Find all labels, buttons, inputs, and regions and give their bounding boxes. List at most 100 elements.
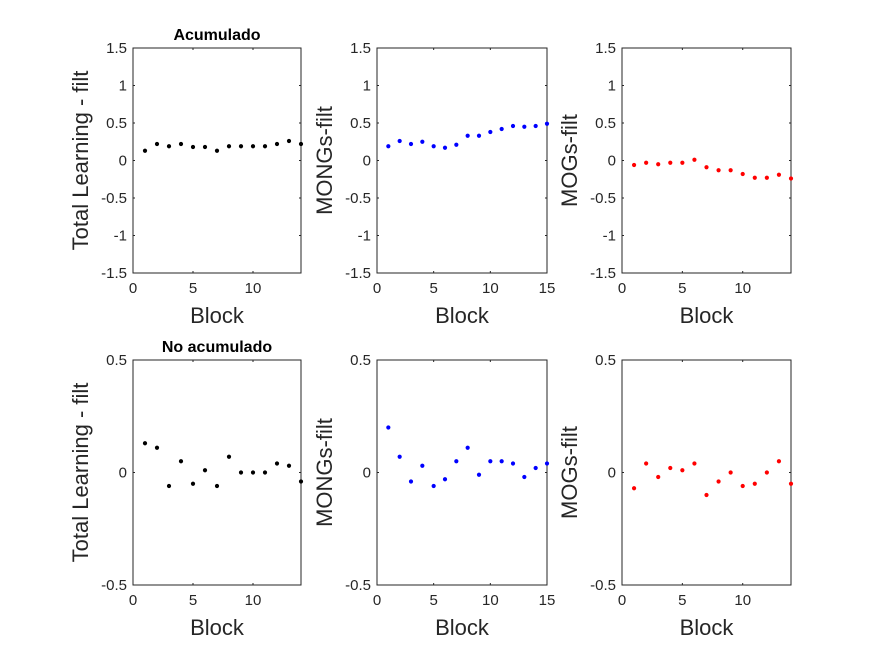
y-tick-label: 0.5 xyxy=(350,352,371,369)
data-point xyxy=(250,470,256,475)
y-tick-label: 0 xyxy=(119,153,127,170)
data-point xyxy=(704,492,709,498)
data-point xyxy=(202,144,208,150)
y-tick-label: 1.5 xyxy=(350,40,371,57)
data-point xyxy=(788,176,794,181)
y-axis-label: MONGs-filt xyxy=(312,418,337,527)
y-tick-label: 0 xyxy=(363,153,371,170)
x-tick-label: 5 xyxy=(678,592,686,609)
data-point xyxy=(644,461,649,466)
data-point xyxy=(454,142,459,147)
y-tick-label: -0.5 xyxy=(345,577,371,594)
data-point xyxy=(788,481,794,486)
data-point xyxy=(226,454,232,459)
x-tick-label: 5 xyxy=(678,280,686,297)
y-axis-label: Total Learning - filt xyxy=(68,383,93,563)
data-point xyxy=(250,144,256,149)
y-tick-label: 0 xyxy=(363,465,371,482)
data-point xyxy=(488,459,493,464)
data-point xyxy=(522,474,527,480)
x-tick-label: 10 xyxy=(482,592,499,609)
x-tick-label: 10 xyxy=(245,280,262,297)
data-point xyxy=(442,145,448,150)
y-axis-label: MOGs-filt xyxy=(557,426,582,519)
data-point xyxy=(476,472,482,477)
data-point xyxy=(397,454,402,459)
y-tick-label: 0.5 xyxy=(595,352,616,369)
y-tick-label: 0.5 xyxy=(106,115,127,132)
data-point xyxy=(704,165,709,170)
data-point xyxy=(286,138,292,144)
y-tick-label: 0 xyxy=(608,465,616,482)
data-point xyxy=(166,144,172,149)
data-point xyxy=(298,141,304,147)
x-tick-label: 5 xyxy=(189,280,197,297)
y-tick-label: 0 xyxy=(119,465,127,482)
data-point xyxy=(692,157,697,162)
data-point xyxy=(716,168,721,173)
data-point xyxy=(510,123,516,129)
x-tick-label: 15 xyxy=(539,280,556,297)
data-point xyxy=(142,441,148,446)
data-point xyxy=(488,129,493,135)
data-point xyxy=(202,468,208,473)
data-point xyxy=(431,144,436,149)
y-tick-label: 0 xyxy=(608,153,616,170)
x-axis-label: Block xyxy=(680,615,735,640)
x-tick-label: 0 xyxy=(129,280,137,297)
data-point xyxy=(752,175,757,180)
data-point xyxy=(668,465,673,471)
data-point xyxy=(190,144,196,150)
x-axis-label: Block xyxy=(190,615,245,640)
data-point xyxy=(166,483,172,489)
x-tick-label: 0 xyxy=(373,280,381,297)
data-point xyxy=(740,483,745,489)
y-axis-label: MONGs-filt xyxy=(312,106,337,215)
y-tick-label: -1 xyxy=(114,228,127,245)
data-point xyxy=(178,141,184,147)
data-point xyxy=(214,148,220,153)
data-point xyxy=(728,470,733,475)
data-point xyxy=(499,459,504,464)
x-tick-label: 0 xyxy=(373,592,381,609)
data-point xyxy=(522,124,527,129)
y-tick-label: 1 xyxy=(608,78,616,95)
data-point xyxy=(420,139,425,144)
data-point xyxy=(238,470,244,475)
x-tick-label: 0 xyxy=(129,592,137,609)
data-point xyxy=(408,141,414,147)
x-axis-label: Block xyxy=(680,303,735,328)
data-point xyxy=(680,468,685,473)
axes-box xyxy=(376,359,548,586)
data-point xyxy=(262,144,268,149)
subplot-3: -1.5 -1 -0.5 0 0.5 1 1.5 0 5 10 Block MOGs-filt xyxy=(557,40,794,328)
data-point xyxy=(544,461,550,466)
data-point xyxy=(397,138,402,144)
data-point xyxy=(680,160,685,165)
data-point xyxy=(752,481,757,486)
x-tick-label: 0 xyxy=(618,280,626,297)
y-tick-label: -0.5 xyxy=(590,577,616,594)
data-point xyxy=(154,445,160,450)
y-tick-label: -0.5 xyxy=(101,577,127,594)
x-tick-label: 5 xyxy=(189,592,197,609)
data-point xyxy=(631,162,637,168)
y-axis-label: MOGs-filt xyxy=(557,114,582,207)
data-point xyxy=(692,461,697,466)
data-point xyxy=(286,463,292,468)
data-point xyxy=(728,168,733,173)
data-point xyxy=(631,486,637,491)
y-tick-label: -0.5 xyxy=(101,190,127,207)
data-point xyxy=(764,470,769,475)
x-tick-label: 5 xyxy=(429,592,437,609)
y-tick-label: -0.5 xyxy=(345,190,371,207)
data-point xyxy=(454,459,459,464)
x-axis-label: Block xyxy=(435,615,490,640)
data-point xyxy=(510,461,516,466)
x-tick-label: 5 xyxy=(429,280,437,297)
y-tick-label: -1 xyxy=(603,228,616,245)
